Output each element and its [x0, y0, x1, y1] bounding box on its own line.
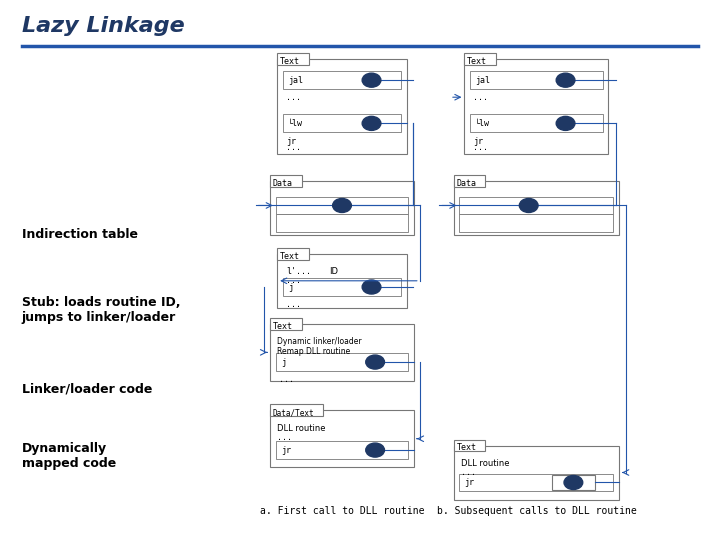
- Text: jr: jr: [464, 478, 474, 487]
- Bar: [454, 440, 485, 451]
- Text: j: j: [288, 282, 293, 292]
- Text: j: j: [281, 357, 286, 367]
- Bar: [270, 410, 414, 467]
- Text: ...: ...: [279, 375, 294, 384]
- Bar: [276, 214, 408, 232]
- Text: Stub: loads routine ID,
jumps to linker/loader: Stub: loads routine ID, jumps to linker/…: [22, 296, 180, 325]
- Circle shape: [564, 475, 582, 489]
- Text: a. First call to DLL routine: a. First call to DLL routine: [260, 505, 424, 516]
- Bar: [270, 404, 323, 416]
- Bar: [283, 278, 401, 296]
- Bar: [270, 181, 414, 235]
- Text: Text: Text: [280, 57, 300, 66]
- Bar: [276, 441, 408, 459]
- Bar: [270, 324, 414, 381]
- Text: ...: ...: [286, 143, 301, 152]
- Text: jal: jal: [475, 76, 490, 85]
- Bar: [277, 59, 407, 154]
- Bar: [276, 353, 408, 371]
- Text: b. Subsequent calls to DLL routine: b. Subsequent calls to DLL routine: [436, 505, 636, 516]
- Bar: [277, 53, 309, 65]
- Text: jal: jal: [288, 76, 303, 85]
- Bar: [454, 446, 619, 500]
- Bar: [277, 254, 407, 308]
- Bar: [552, 475, 595, 490]
- Text: Data: Data: [273, 179, 293, 188]
- Text: jr: jr: [473, 137, 483, 146]
- Text: DLL routine: DLL routine: [461, 459, 509, 468]
- Bar: [459, 214, 613, 232]
- Text: ...: ...: [286, 276, 301, 286]
- Circle shape: [362, 117, 381, 131]
- Text: Data/Text: Data/Text: [273, 408, 315, 417]
- Bar: [276, 197, 408, 214]
- Circle shape: [556, 73, 575, 87]
- Bar: [454, 175, 485, 187]
- Text: ...: ...: [286, 300, 301, 309]
- Text: └lw: └lw: [288, 119, 303, 128]
- Circle shape: [366, 355, 384, 369]
- Bar: [464, 59, 608, 154]
- Text: DLL routine: DLL routine: [277, 424, 325, 433]
- Bar: [464, 53, 496, 65]
- Text: ...: ...: [461, 468, 476, 477]
- Bar: [283, 71, 401, 89]
- Bar: [270, 318, 302, 330]
- Text: ID: ID: [329, 267, 338, 276]
- Text: ...: ...: [286, 93, 301, 103]
- Bar: [270, 175, 302, 187]
- Bar: [470, 71, 603, 89]
- Text: Data: Data: [456, 179, 477, 188]
- Text: ...: ...: [277, 433, 292, 442]
- Bar: [277, 248, 309, 260]
- Text: Indirection table: Indirection table: [22, 228, 138, 241]
- Circle shape: [519, 199, 538, 212]
- Bar: [459, 197, 613, 214]
- Text: ...: ...: [473, 93, 488, 103]
- Bar: [454, 181, 619, 235]
- Text: l'...: l'...: [286, 267, 311, 276]
- Text: Dynamically
mapped code: Dynamically mapped code: [22, 442, 116, 470]
- Text: Text: Text: [273, 322, 293, 331]
- Bar: [459, 474, 613, 491]
- Bar: [283, 114, 401, 132]
- Text: Linker/loader code: Linker/loader code: [22, 382, 152, 395]
- Text: jr: jr: [286, 137, 296, 146]
- Circle shape: [556, 117, 575, 131]
- Bar: [470, 114, 603, 132]
- Text: ...: ...: [473, 143, 488, 152]
- Text: Text: Text: [467, 57, 487, 66]
- Circle shape: [362, 280, 381, 294]
- Text: Dynamic linker/loader: Dynamic linker/loader: [277, 338, 362, 347]
- Circle shape: [366, 443, 384, 457]
- Text: Lazy Linkage: Lazy Linkage: [22, 16, 184, 36]
- Text: Remap DLL routine: Remap DLL routine: [277, 347, 351, 356]
- Text: └lw: └lw: [475, 119, 490, 128]
- Text: Text: Text: [456, 443, 477, 453]
- Text: jr: jr: [281, 446, 291, 455]
- Text: Text: Text: [280, 252, 300, 261]
- Circle shape: [333, 199, 351, 212]
- Circle shape: [362, 73, 381, 87]
